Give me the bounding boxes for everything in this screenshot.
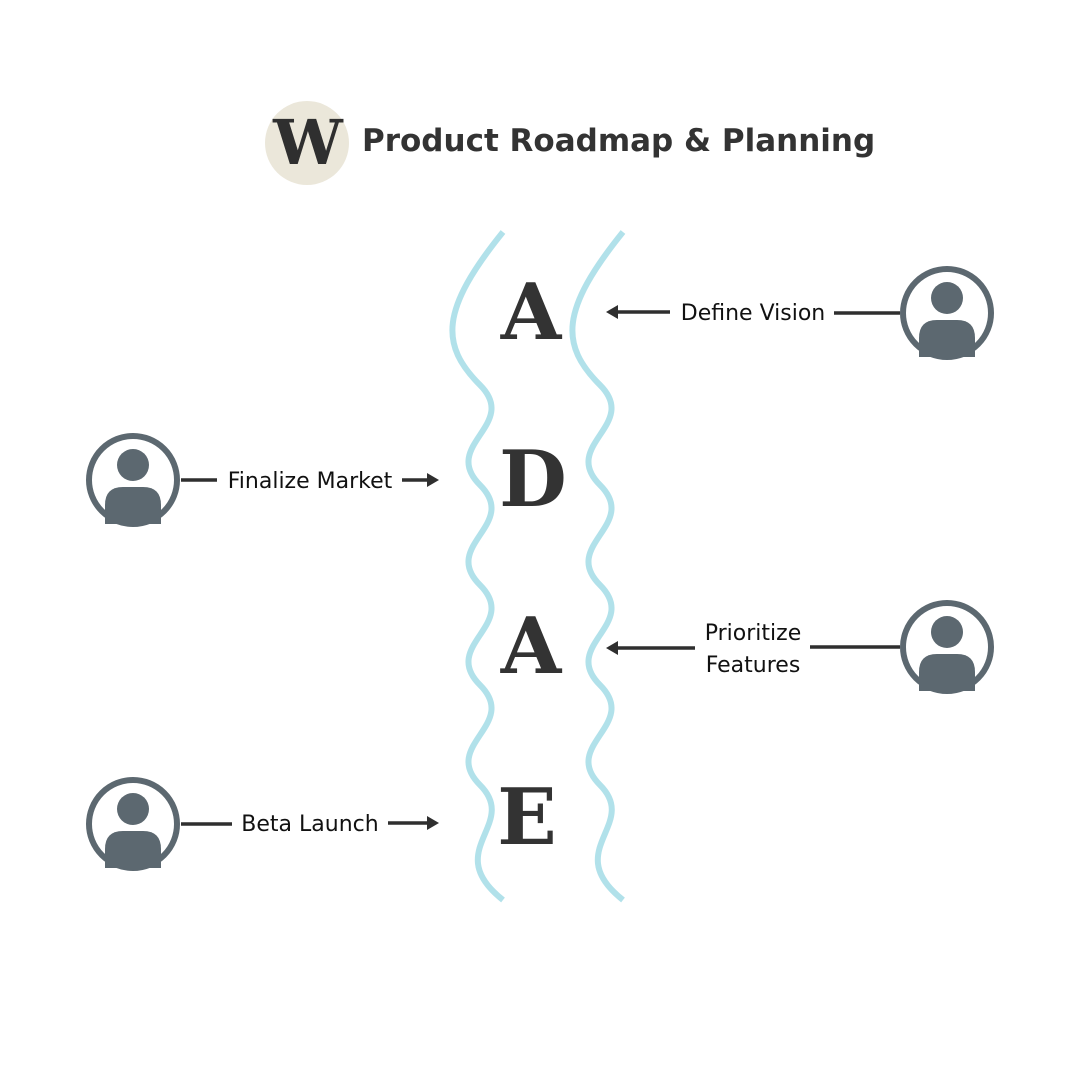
arrow-right-icon [427,816,439,830]
step-prioritize-features: Prioritize Features [606,600,994,694]
step-beta-launch: Beta Launch [86,777,439,871]
w-logo-icon: W [265,101,350,185]
step-label: Beta Launch [241,812,378,837]
user-avatar-icon [86,433,180,527]
step-finalize-market: Finalize Market [86,433,439,527]
logo-letter: W [272,106,344,179]
step-label: Features [706,653,801,678]
user-avatar-icon [900,600,994,694]
user-avatar-icon [900,266,994,360]
acronym-letter: D [499,434,567,525]
step-define-vision: Define Vision [606,266,994,360]
header: W Product Roadmap & Planning [265,101,875,185]
acronym-letter: E [497,772,556,863]
right-wave [569,230,626,903]
step-label: Define Vision [681,301,825,326]
arrow-left-icon [606,305,618,319]
step-label: Prioritize [705,621,801,646]
step-label: Finalize Market [228,469,393,494]
arrow-right-icon [427,473,439,487]
left-wave [449,230,506,903]
user-avatar-icon [86,777,180,871]
acronym-letter: A [500,601,563,692]
acronym-letter: A [500,267,563,358]
page-title: Product Roadmap & Planning [362,123,875,159]
arrow-left-icon [606,641,618,655]
